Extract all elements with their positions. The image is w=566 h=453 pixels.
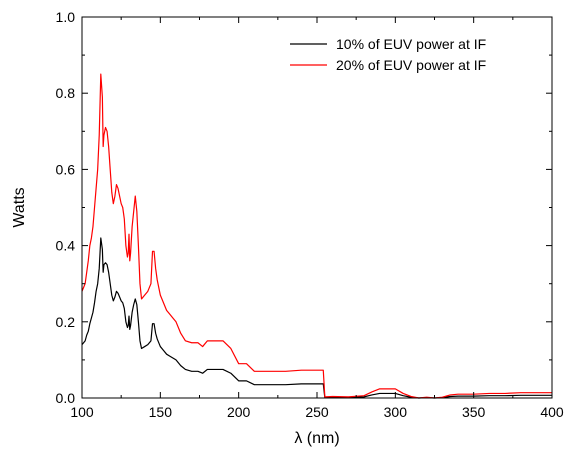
x-tick-label-2: 200 xyxy=(227,404,251,420)
y-tick-label-0: 0.0 xyxy=(56,390,76,406)
x-tick-label-5: 350 xyxy=(462,404,486,420)
y-tick-label-4: 0.8 xyxy=(56,85,76,101)
x-tick-label-4: 300 xyxy=(384,404,408,420)
x-tick-label-1: 150 xyxy=(149,404,173,420)
axes-layer: 100 150 200 250 300 350 400 0.0 0.2 0.4 0.6 0.8 1.0 λ… xyxy=(11,9,564,447)
x-tick-label-6: 400 xyxy=(540,404,564,420)
y-axis-title: Watts xyxy=(11,187,28,227)
legend-label-1: 20% of EUV power at IF xyxy=(336,57,486,73)
y-tick-label-1: 0.2 xyxy=(56,314,76,330)
series-line-0 xyxy=(81,237,552,399)
x-tick-label-0: 100 xyxy=(70,404,94,420)
y-tick-label-5: 1.0 xyxy=(56,9,76,25)
y-tick-label-3: 0.6 xyxy=(56,161,76,177)
series-layer xyxy=(81,73,552,399)
y-tick-label-2: 0.4 xyxy=(56,238,76,254)
x-axis-title: λ (nm) xyxy=(294,430,339,447)
legend: 10% of EUV power at IF 20% of EUV power a… xyxy=(290,36,486,73)
legend-label-0: 10% of EUV power at IF xyxy=(336,36,486,52)
series-line-1 xyxy=(81,73,552,399)
x-tick-label-3: 250 xyxy=(305,404,329,420)
